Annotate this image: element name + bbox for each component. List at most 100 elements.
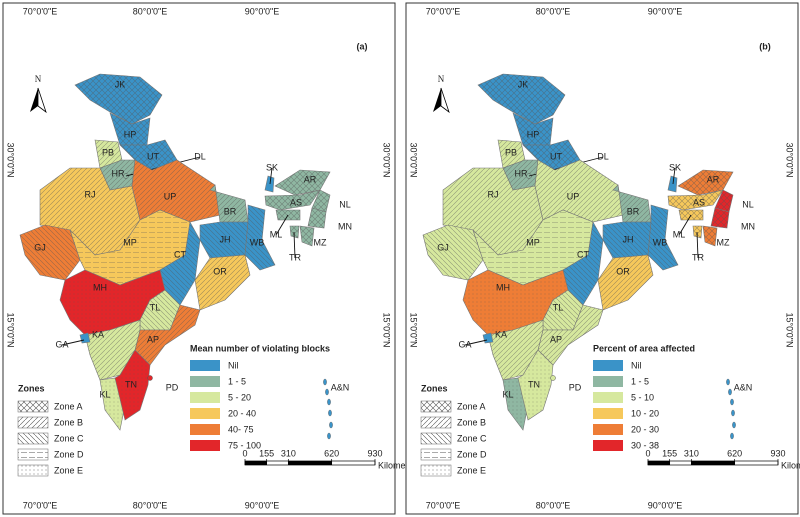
state-label: PB xyxy=(102,147,114,157)
map-panel: 70°0'0"E 70°0'0"E 80°0'0"E 80°0'0"E 90°0'0"E… xyxy=(405,2,800,515)
leader-line xyxy=(269,167,273,185)
state-label: WB xyxy=(250,237,265,247)
legend-swatch xyxy=(190,360,220,371)
scale-label: 930 xyxy=(770,448,785,458)
state-label: UP xyxy=(567,191,580,201)
zones-title: Zones xyxy=(18,383,45,393)
legend-label: 5 - 20 xyxy=(228,392,251,402)
zone-hatch xyxy=(100,160,135,190)
zone-label: Zone C xyxy=(457,433,487,443)
island xyxy=(730,432,734,440)
island xyxy=(325,388,329,396)
zone-hatch xyxy=(518,350,553,420)
island xyxy=(327,398,331,406)
state-label: KL xyxy=(99,389,110,399)
state-label: MZ xyxy=(314,237,327,247)
legend-label: 1 - 5 xyxy=(631,376,649,386)
state-label: TR xyxy=(289,252,301,262)
state-label: CT xyxy=(577,249,589,259)
scale-label: 155 xyxy=(662,448,677,458)
longitude-label: 80°0'0"E xyxy=(536,6,571,16)
zone-label: Zone A xyxy=(457,401,486,411)
legend-swatch xyxy=(190,392,220,403)
legend-label: 20 - 30 xyxy=(631,424,659,434)
island xyxy=(728,388,732,396)
legend-swatch xyxy=(190,376,220,387)
state-label: HR xyxy=(112,168,125,178)
zone-hatch xyxy=(711,208,729,228)
legend-swatch xyxy=(593,408,623,419)
legend-swatch xyxy=(593,392,623,403)
leader-line xyxy=(672,167,676,185)
state-label: GJ xyxy=(34,242,46,252)
zone-swatch xyxy=(17,448,49,461)
longitude-label: 80°0'0"E xyxy=(133,6,168,16)
state-label: PD xyxy=(569,382,582,392)
zones-title: Zones xyxy=(421,383,448,393)
legend-swatch xyxy=(593,440,623,451)
scale-label: 155 xyxy=(259,448,274,458)
island xyxy=(327,432,331,440)
legend-swatch xyxy=(593,424,623,435)
state-label: ML xyxy=(673,229,686,239)
longitude-label: 80°0'0"E xyxy=(133,500,168,510)
latitude-label: 30°0'0"N xyxy=(409,142,419,177)
state-label: PD xyxy=(166,382,179,392)
zone-label: Zone E xyxy=(54,465,83,475)
state-label: MZ xyxy=(717,237,730,247)
zone-label: Zone B xyxy=(457,417,486,427)
leader-line xyxy=(61,339,85,346)
scale-label: 620 xyxy=(324,448,339,458)
longitude-label: 70°0'0"E xyxy=(23,6,58,16)
zone-swatch xyxy=(420,400,452,413)
state-label: DL xyxy=(194,151,206,161)
zone-hatch xyxy=(523,140,580,170)
zone-swatch xyxy=(17,464,49,477)
zone-hatch xyxy=(715,190,733,212)
scale-label: 310 xyxy=(684,448,699,458)
zone-hatch xyxy=(110,113,150,145)
zone-hatch xyxy=(613,185,651,222)
zone-swatch xyxy=(17,416,49,429)
legend-title: Mean number of violating blocks xyxy=(190,343,330,353)
zone-hatch xyxy=(538,305,603,365)
longitude-label: 90°0'0"E xyxy=(648,500,683,510)
state-label: KA xyxy=(92,329,104,339)
scale-unit: Kilometers xyxy=(781,460,800,470)
state-label: GJ xyxy=(437,242,449,252)
longitude-label: 90°0'0"E xyxy=(245,6,280,16)
state-label: TN xyxy=(528,379,540,389)
legend-label: Nil xyxy=(228,360,239,370)
state-label: OR xyxy=(616,266,630,276)
zone-hatch xyxy=(290,226,299,238)
state-label: AP xyxy=(550,334,562,344)
latitude-label: 30°0'0"N xyxy=(6,142,16,177)
zone-hatch xyxy=(488,320,543,380)
zone-swatch xyxy=(420,416,452,429)
state-label: MH xyxy=(93,282,107,292)
north-arrow xyxy=(433,88,441,112)
state-label: AR xyxy=(707,174,720,184)
scale-unit: Kilometers xyxy=(378,460,421,470)
zone-hatch xyxy=(503,160,538,190)
north-arrow xyxy=(30,88,38,112)
leader-line xyxy=(293,231,296,259)
state-label: OR xyxy=(213,266,227,276)
zone-hatch xyxy=(703,226,717,246)
scale-label: 930 xyxy=(367,448,382,458)
zone-hatch xyxy=(275,170,330,195)
state-label: RJ xyxy=(85,189,96,199)
state-label: AS xyxy=(693,197,705,207)
state-region xyxy=(482,332,494,344)
scale-label: 0 xyxy=(645,448,650,458)
scale-label: 620 xyxy=(727,448,742,458)
island xyxy=(730,398,734,406)
legend-label: 30 - 38 xyxy=(631,440,659,450)
zone-hatch xyxy=(20,225,80,280)
zone-swatch xyxy=(420,464,452,477)
zone-hatch xyxy=(443,168,543,255)
zone-hatch xyxy=(423,225,483,280)
state-label: BR xyxy=(224,206,237,216)
zone-hatch xyxy=(195,255,250,310)
longitude-label: 80°0'0"E xyxy=(536,500,571,510)
